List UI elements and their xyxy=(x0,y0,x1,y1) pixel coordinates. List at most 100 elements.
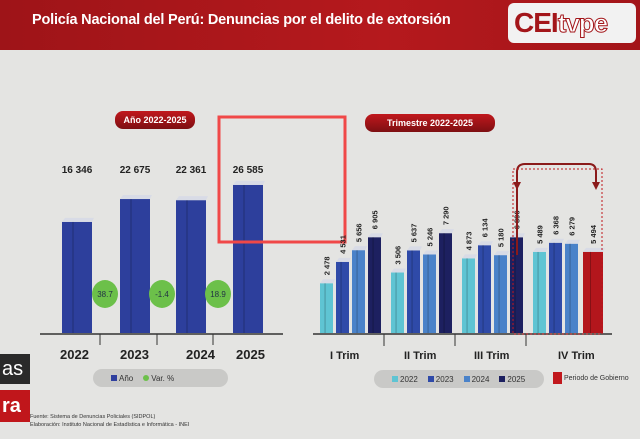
value-label: 6 134 xyxy=(481,218,490,238)
value-label: 4 531 xyxy=(339,235,348,254)
quarter-bar xyxy=(478,245,491,333)
value-label: 6 279 xyxy=(568,217,577,236)
right-chart-title: Trimestre 2022-2025 xyxy=(365,114,495,132)
quarter-bar-top xyxy=(549,238,564,243)
quarter-bar xyxy=(423,254,436,333)
variation-circle xyxy=(149,280,175,308)
ticker-overlay: ra xyxy=(0,390,30,422)
quarter-bar xyxy=(565,243,578,333)
year-bar-top xyxy=(62,217,94,222)
year-bar xyxy=(233,184,263,333)
value-label: 5 637 xyxy=(410,224,419,243)
value-label: 3 506 xyxy=(394,246,403,265)
quarter-bar-edge xyxy=(537,251,539,333)
variation-label: 18.9 xyxy=(210,290,226,299)
quarter-bar-edge xyxy=(498,255,500,333)
value-label: 2 478 xyxy=(323,256,332,275)
quarter-bar-top xyxy=(407,246,422,251)
year-bar-top xyxy=(233,180,265,185)
value-label: 5 180 xyxy=(497,228,506,247)
quarter-bar-edge xyxy=(569,243,571,333)
arrow-icon xyxy=(513,182,521,190)
quarter-bar xyxy=(549,242,562,333)
quarter-bar-top xyxy=(320,279,335,284)
quarter-bar-edge xyxy=(466,258,468,333)
logo: CEItvpe xyxy=(508,3,636,43)
value-label: 26 585 xyxy=(233,165,264,176)
quarter-bar xyxy=(494,255,507,333)
x-label: 2024 xyxy=(186,347,215,362)
quarter-bar-top xyxy=(565,239,580,244)
variation-circle xyxy=(92,280,118,308)
quarter-bar xyxy=(407,250,420,333)
x-label: 2023 xyxy=(120,347,149,362)
quarter-bar xyxy=(510,237,523,333)
page-title: Policía Nacional del Perú: Denuncias por… xyxy=(32,12,451,28)
legend-item: 2023 xyxy=(427,375,454,384)
year-bar-top xyxy=(120,195,152,200)
value-label: 6 905 xyxy=(371,210,380,229)
legend-item: 2022 xyxy=(392,375,418,384)
x-label: 2022 xyxy=(60,347,89,362)
quarter-bar-edge xyxy=(324,283,326,333)
quarter-bar-top xyxy=(494,251,509,256)
ticker-overlay: as xyxy=(0,354,30,384)
x-label: I Trim xyxy=(330,350,360,362)
quarter-bar-edge xyxy=(340,261,342,333)
quarter-bar-edge xyxy=(553,242,555,333)
quarter-bar-edge xyxy=(514,237,516,333)
x-label: II Trim xyxy=(404,350,437,362)
variation-label: 38.7 xyxy=(97,290,113,299)
left-chart-title: Año 2022-2025 xyxy=(115,111,195,129)
dashed-box xyxy=(512,168,603,335)
quarter-bar-top xyxy=(462,254,477,259)
value-label: 16 346 xyxy=(62,165,93,176)
x-label: 2025 xyxy=(236,347,265,362)
legend-item: 2025 xyxy=(499,375,525,384)
quarter-bar xyxy=(439,233,452,333)
quarter-bar-top xyxy=(391,268,406,273)
quarter-bar-top xyxy=(336,257,351,262)
quarter-bar-top xyxy=(423,250,438,255)
quarter-bar-edge xyxy=(411,250,413,333)
quarter-bar-edge xyxy=(482,245,484,333)
value-label: 4 873 xyxy=(465,232,474,251)
quarter-bar-edge xyxy=(356,250,358,333)
right-legend: 2022 2023 2024 2025 xyxy=(374,370,544,388)
value-label: 5 656 xyxy=(355,223,364,242)
year-bar-edge xyxy=(186,200,188,333)
year-bar xyxy=(62,221,92,333)
government-period-legend: Periodo de Gobierno xyxy=(553,372,629,384)
source-note: Fuente: Sistema de Denuncias Policiales … xyxy=(30,414,190,428)
legend-item: Año xyxy=(111,374,133,383)
quarter-bar-edge xyxy=(590,251,591,333)
variation-label: -1.4 xyxy=(155,290,169,299)
value-label: 5 494 xyxy=(589,224,598,244)
legend-item: Var. % xyxy=(143,374,174,383)
quarter-bar-edge xyxy=(372,237,374,333)
year-bar-edge xyxy=(130,199,132,333)
value-label: 7 290 xyxy=(442,206,451,225)
value-label: 5 246 xyxy=(426,228,435,247)
quarter-bar-edge xyxy=(443,233,445,333)
quarter-bar-top xyxy=(533,247,548,252)
value-label: 5 489 xyxy=(536,225,545,244)
quarter-bar xyxy=(583,251,603,333)
quarter-bar xyxy=(462,258,475,333)
value-label: 6 368 xyxy=(552,216,561,235)
year-bar-edge xyxy=(243,184,245,333)
x-label: IV Trim xyxy=(558,350,595,362)
year-bar xyxy=(176,200,206,333)
quarter-bar xyxy=(368,237,381,333)
variation-circle xyxy=(205,280,231,308)
x-label: III Trim xyxy=(474,350,510,362)
year-bar xyxy=(120,199,150,333)
quarter-bar-top xyxy=(478,241,493,246)
quarter-bar xyxy=(336,261,349,333)
year-bar-top xyxy=(176,196,208,201)
value-label: 22 675 xyxy=(120,165,151,176)
quarter-bar-top xyxy=(583,247,605,252)
highlight-box xyxy=(217,115,347,244)
arrow-icon xyxy=(592,182,600,190)
